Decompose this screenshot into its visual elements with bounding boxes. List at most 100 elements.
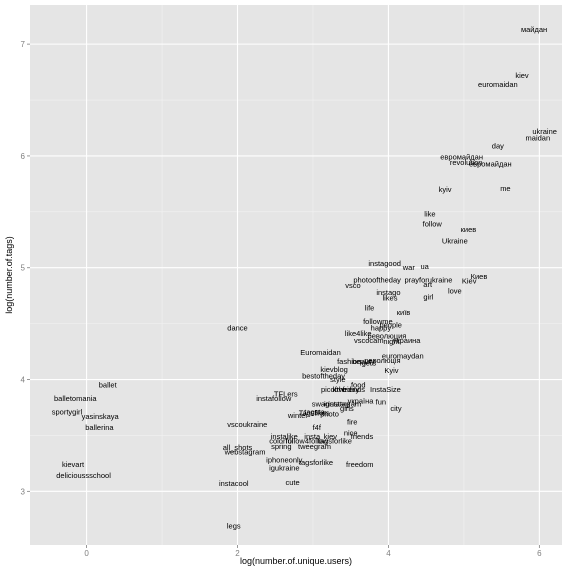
y-axis-ticks: 3 4 5 6 7 <box>21 40 30 496</box>
point-label: friends <box>342 385 365 394</box>
point-label: beauty <box>352 357 375 366</box>
y-axis-title: log(number.of.tags) <box>4 236 14 314</box>
point-label: day <box>492 141 504 150</box>
point-label: webstagram <box>224 448 266 457</box>
point-label: Tagsf <box>299 409 318 418</box>
x-axis-ticks: 0 2 4 6 <box>84 545 542 558</box>
point-label: legs <box>227 521 241 530</box>
point-label: swag <box>312 400 330 409</box>
point-label: Киев <box>471 272 488 281</box>
point-label: Kiev <box>462 277 477 286</box>
point-label: freedom <box>346 460 374 469</box>
x-axis-title: log(number.of.unique.users) <box>240 556 352 566</box>
point-label: instacool <box>219 479 249 488</box>
point-label: girls <box>340 404 354 413</box>
point-label: like <box>424 210 435 219</box>
point-label: Kyiv <box>384 366 398 375</box>
point-label: instafollow <box>256 394 292 403</box>
point-label: spring <box>271 442 291 451</box>
point-label: instago <box>376 288 400 297</box>
point-label: революція <box>364 356 400 365</box>
x-tick-label: 0 <box>84 549 89 558</box>
point-label: ua <box>420 262 429 271</box>
point-label: ballet <box>99 381 118 390</box>
point-label: київ <box>397 308 411 317</box>
x-tick-label: 4 <box>386 549 391 558</box>
point-label: vsco <box>345 281 360 290</box>
point-label: fashion <box>337 357 361 366</box>
point-label: food <box>351 381 366 390</box>
point-label: follow <box>423 220 443 229</box>
point-label: me <box>500 184 510 193</box>
point-label: people <box>379 320 402 329</box>
point-label: TFLers <box>274 390 298 399</box>
point-label: kiev <box>324 432 338 441</box>
point-label: vscocam <box>354 336 384 345</box>
point-label: delicioussschool <box>56 471 111 480</box>
point-label: igers <box>360 358 377 367</box>
point-label: happy <box>371 324 392 333</box>
point-label: україна <box>348 396 375 405</box>
point-label: photooftheday <box>353 276 401 285</box>
point-label: instagram <box>328 400 361 409</box>
point-label: vscoukraine <box>227 420 267 429</box>
point-label: picoftheday <box>321 385 360 394</box>
point-label: love <box>448 287 462 296</box>
point-label: instalike <box>271 432 298 441</box>
point-labels: майданkieveuromaidanukrainemaidandayевро… <box>52 25 557 530</box>
point-label: prayforukraine <box>404 276 452 285</box>
point-label: life <box>365 303 375 312</box>
point-label: iphoneonly <box>266 456 303 465</box>
point-label: kiev <box>515 71 529 80</box>
point-label: sportygirl <box>52 407 83 416</box>
point-label: tweegram <box>298 442 331 451</box>
point-label: instagood <box>368 259 401 268</box>
y-tick-label: 7 <box>21 40 26 49</box>
point-label: евромайдан <box>440 153 483 162</box>
point-label: revolution <box>450 158 483 167</box>
point-label: евромайдан <box>469 159 512 168</box>
point-label: girl <box>423 292 433 301</box>
point-label: euromaidan <box>478 80 518 89</box>
point-label: nice <box>344 429 358 438</box>
point-label: likes <box>315 409 330 418</box>
x-tick-label: 6 <box>537 549 542 558</box>
point-label: euromaydan <box>382 352 424 361</box>
point-label: followme <box>363 317 393 326</box>
point-label: fun <box>376 397 386 406</box>
point-label: майдан <box>521 25 547 34</box>
point-label: love <box>333 385 347 394</box>
point-label: maidan <box>526 134 551 143</box>
point-label: ballerina <box>85 423 114 432</box>
point-label: all_shots <box>223 443 253 452</box>
point-label: art <box>423 280 433 289</box>
point-label: kyiv <box>439 185 452 194</box>
point-label: fire <box>347 418 357 427</box>
point-label: tagsta <box>304 407 325 416</box>
point-label: balletomania <box>54 394 97 403</box>
point-label: InstaSize <box>370 385 401 394</box>
point-label: follow4follow <box>286 437 329 446</box>
point-label: yasinskaya <box>82 412 120 421</box>
point-label: instatag <box>324 400 350 409</box>
point-label: war <box>402 263 416 272</box>
plot-panel <box>30 5 562 545</box>
point-label: winter <box>287 411 309 420</box>
point-label: like4like <box>345 329 372 338</box>
point-label: insta <box>304 432 321 441</box>
y-tick-label: 4 <box>21 376 26 385</box>
point-label: style <box>330 375 345 384</box>
point-label: революция <box>368 331 407 340</box>
point-label: tagsforlike <box>318 437 352 446</box>
grid-lines <box>30 5 562 545</box>
y-tick-label: 6 <box>21 152 26 161</box>
y-tick-label: 3 <box>21 487 26 496</box>
point-label: tagsforlike <box>299 458 333 467</box>
point-label: kievblog <box>320 365 348 374</box>
point-label: f4f <box>313 423 322 432</box>
point-label: city <box>390 404 402 413</box>
point-label: colorful <box>269 437 294 446</box>
point-label: friends <box>351 432 374 441</box>
x-tick-label: 2 <box>235 549 240 558</box>
